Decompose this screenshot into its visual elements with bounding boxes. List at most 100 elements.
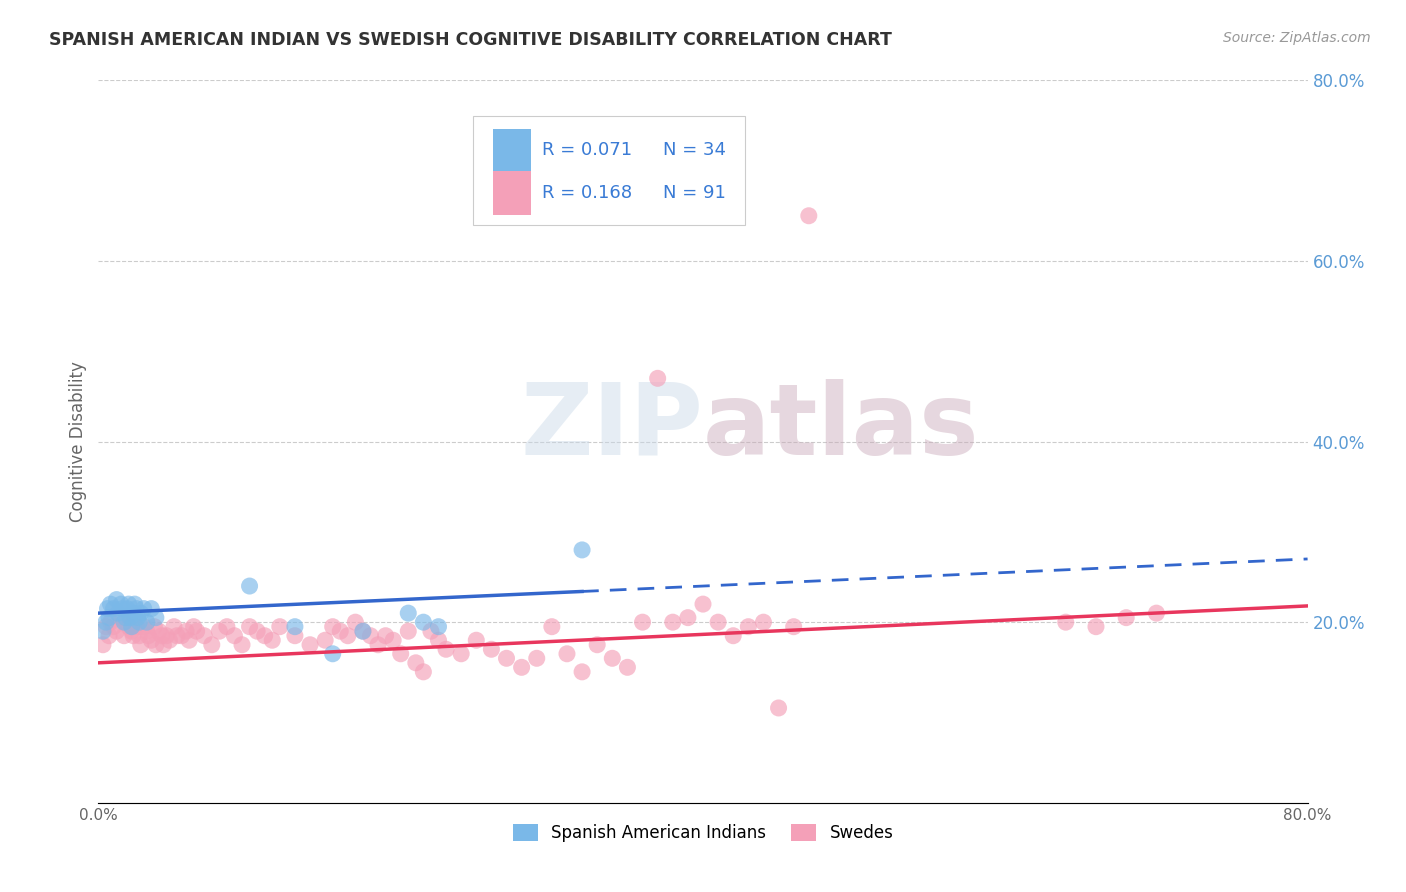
Point (396, 606, 419, 620)
Point (98, 629, 121, 643)
Point (329, 624, 352, 639)
FancyBboxPatch shape (492, 128, 531, 172)
Point (352, 624, 374, 639)
Point (114, 610, 136, 624)
Point (121, 624, 143, 639)
Point (103, 620, 125, 634)
Point (127, 610, 149, 624)
Text: N = 91: N = 91 (664, 184, 725, 202)
Point (179, 633, 201, 648)
Text: ZIP: ZIP (520, 378, 703, 475)
Point (389, 647, 412, 661)
Point (768, 701, 790, 715)
Point (344, 615, 367, 630)
Point (322, 620, 344, 634)
Point (224, 629, 246, 643)
Point (752, 615, 775, 630)
Point (465, 633, 488, 648)
Point (107, 606, 129, 620)
Point (150, 629, 173, 643)
FancyBboxPatch shape (492, 171, 531, 214)
Point (253, 629, 276, 643)
Point (707, 615, 730, 630)
Point (299, 638, 322, 652)
Point (510, 660, 533, 674)
Point (91, 624, 114, 639)
Point (231, 638, 253, 652)
Point (571, 542, 593, 557)
Point (723, 629, 745, 643)
Point (427, 633, 450, 648)
Point (132, 620, 155, 634)
Point (269, 620, 291, 634)
Point (405, 656, 427, 670)
Point (676, 610, 699, 624)
Point (1054, 615, 1077, 630)
Point (152, 638, 174, 652)
Point (526, 651, 548, 665)
Point (396, 624, 419, 639)
Point (450, 647, 472, 661)
Text: R = 0.168: R = 0.168 (543, 184, 633, 202)
Point (262, 633, 284, 648)
Point (111, 601, 134, 615)
Point (105, 624, 128, 639)
Point (145, 638, 167, 652)
Point (183, 620, 205, 634)
Point (122, 629, 145, 643)
Point (141, 633, 163, 648)
Point (284, 620, 307, 634)
Point (367, 638, 389, 652)
Point (352, 624, 374, 639)
Point (737, 620, 759, 634)
Point (412, 615, 434, 630)
Point (132, 601, 155, 615)
Point (129, 638, 152, 652)
Point (1115, 610, 1137, 624)
Point (112, 615, 135, 630)
Point (114, 615, 136, 630)
Point (201, 638, 224, 652)
Point (427, 620, 450, 634)
Point (322, 647, 344, 661)
Point (692, 597, 714, 611)
Point (170, 629, 193, 643)
Point (94, 615, 117, 630)
Point (571, 665, 593, 679)
Point (125, 601, 148, 615)
Point (128, 615, 150, 630)
Text: R = 0.071: R = 0.071 (543, 141, 633, 160)
Point (186, 624, 208, 639)
Point (110, 610, 132, 624)
Point (115, 601, 138, 615)
Point (98, 610, 121, 624)
Point (143, 620, 166, 634)
Point (797, 209, 820, 223)
Point (412, 665, 434, 679)
Point (135, 615, 157, 630)
Point (110, 597, 132, 611)
Point (122, 606, 145, 620)
Point (246, 624, 269, 639)
Point (215, 620, 238, 634)
Point (141, 601, 163, 615)
Point (103, 601, 125, 615)
Point (420, 624, 443, 639)
Point (124, 597, 146, 611)
Point (174, 624, 197, 639)
Point (540, 620, 562, 634)
Point (125, 620, 148, 634)
Point (163, 620, 186, 634)
Point (94, 620, 117, 634)
Point (239, 620, 262, 634)
Text: atlas: atlas (703, 378, 980, 475)
Point (481, 642, 503, 657)
Point (100, 615, 122, 630)
Text: Source: ZipAtlas.com: Source: ZipAtlas.com (1223, 31, 1371, 45)
FancyBboxPatch shape (474, 117, 745, 225)
Point (336, 629, 359, 643)
Point (555, 647, 578, 661)
Point (118, 597, 141, 611)
Point (1144, 606, 1167, 620)
Y-axis label: Cognitive Disability: Cognitive Disability (69, 361, 87, 522)
